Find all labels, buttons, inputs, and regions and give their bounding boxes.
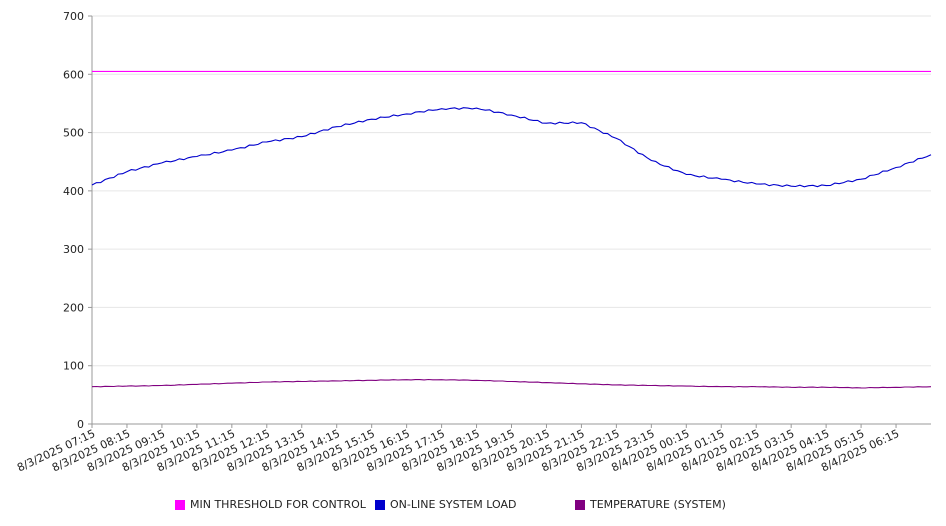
y-tick-label: 200: [63, 301, 84, 314]
series-line-system-load: [91, 107, 932, 188]
axes: [91, 16, 931, 425]
legend: MIN THRESHOLD FOR CONTROL ON-LINE SYSTEM…: [0, 498, 946, 514]
legend-label-threshold: MIN THRESHOLD FOR CONTROL: [190, 498, 366, 511]
legend-item-system-load: ON-LINE SYSTEM LOAD: [375, 498, 516, 511]
y-tick-label: 700: [63, 10, 84, 23]
series-line-temperature: [91, 378, 932, 389]
legend-swatch-threshold: [175, 499, 185, 510]
x-axis-tick-labels: 8/3/2025 07:158/3/2025 08:158/3/2025 09:…: [15, 424, 901, 474]
legend-swatch-system-load: [375, 499, 385, 510]
legend-label-temperature: TEMPERATURE (SYSTEM): [590, 498, 726, 511]
y-tick-label: 500: [63, 127, 84, 140]
legend-item-temperature: TEMPERATURE (SYSTEM): [575, 498, 726, 511]
y-gridlines: [88, 15, 931, 425]
series-lines: [91, 70, 932, 389]
y-axis-tick-labels: 0 100 200 300 400 500 600 700: [63, 10, 84, 431]
legend-item-threshold: MIN THRESHOLD FOR CONTROL: [175, 498, 366, 511]
y-tick-label: 300: [63, 243, 84, 256]
y-tick-label: 400: [63, 185, 84, 198]
y-tick-label: 0: [77, 418, 84, 431]
legend-label-system-load: ON-LINE SYSTEM LOAD: [390, 498, 517, 511]
y-tick-label: 600: [63, 68, 84, 81]
y-tick-label: 100: [63, 360, 84, 373]
legend-swatch-temperature: [575, 499, 585, 510]
